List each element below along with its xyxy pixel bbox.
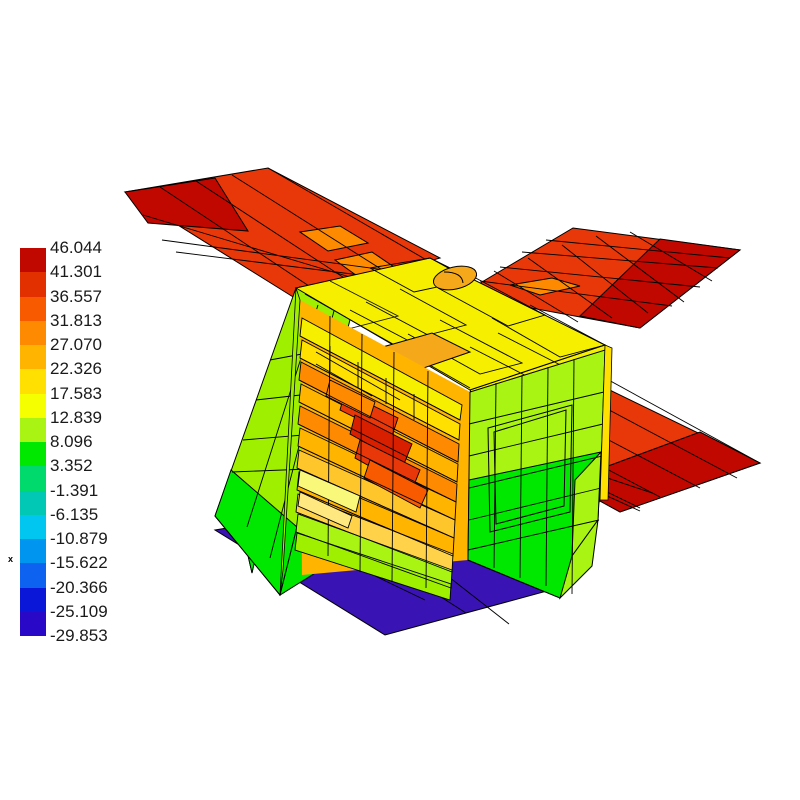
- legend-label: -6.135: [50, 504, 99, 524]
- legend-label: -29.853: [50, 626, 108, 645]
- legend-label-column: 46.044 41.301 36.557 31.813 27.070 22.32…: [50, 236, 130, 648]
- legend-swatch: [20, 345, 46, 370]
- legend-swatch: [20, 369, 46, 394]
- legend-label: 36.557: [50, 286, 102, 306]
- axis-x-label: x: [8, 554, 14, 564]
- legend-swatch: [20, 248, 46, 273]
- legend-swatch: [20, 490, 46, 515]
- legend-label: -25.109: [50, 601, 108, 621]
- legend-swatch: [20, 514, 46, 539]
- legend-swatch: [20, 611, 46, 636]
- solar-panel-upper-right: [458, 227, 742, 329]
- legend-label: -1.391: [50, 480, 99, 500]
- legend-swatch: [20, 320, 46, 345]
- bus-left-corner-strip: [279, 287, 301, 596]
- legend-label: 22.326: [50, 359, 102, 379]
- legend-label: 3.352: [50, 456, 93, 476]
- legend-label: 17.583: [50, 383, 102, 403]
- legend-label: 41.301: [50, 262, 102, 282]
- legend-swatch: [20, 417, 46, 442]
- dish-ellipse: [432, 265, 478, 291]
- legend-label: 12.839: [50, 407, 102, 427]
- legend-swatch: [20, 393, 46, 418]
- legend-swatch: [20, 442, 46, 467]
- legend-label: -10.879: [50, 529, 108, 548]
- legend-label: -15.622: [50, 553, 108, 573]
- bus-right-edge-strip: [599, 344, 613, 501]
- internal-shelf-stack: [294, 300, 470, 601]
- legend-swatch: [20, 466, 46, 491]
- legend-swatch: [20, 296, 46, 321]
- solar-panel-upper-left: [123, 167, 442, 301]
- legend-swatch: [20, 563, 46, 588]
- legend-swatch: [20, 587, 46, 612]
- legend-swatch: [20, 539, 46, 564]
- legend-label: -20.366: [50, 577, 108, 597]
- legend-swatch-column: [20, 248, 46, 636]
- bus-right-face: [467, 349, 606, 600]
- legend-label: 31.813: [50, 310, 102, 330]
- legend-label: 27.070: [50, 335, 102, 354]
- legend-swatch: [20, 272, 46, 297]
- contour-legend: 46.044 41.301 36.557 31.813 27.070 22.32…: [20, 238, 130, 645]
- legend-label: 46.044: [50, 238, 102, 257]
- legend-label: 8.096: [50, 432, 93, 451]
